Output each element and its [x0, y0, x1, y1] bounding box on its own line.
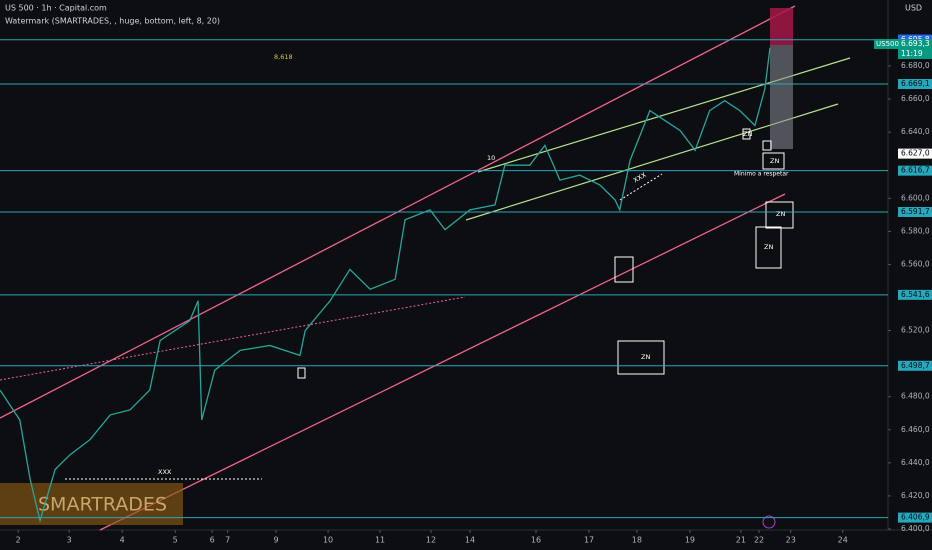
chart-title: US 500 · 1h · Capital.com: [5, 4, 107, 13]
level-tag: [898, 207, 932, 217]
x-tick-label: 16: [531, 536, 541, 545]
level-tag: [898, 165, 932, 176]
y-tick-label: 6.420,0: [901, 491, 930, 500]
dotted-trend: [0, 296, 466, 381]
annotation: Mínimo a respetar: [734, 171, 789, 178]
zn-box: [762, 152, 785, 170]
box: [614, 256, 634, 283]
x-tick-label: 17: [584, 536, 594, 545]
level-label: 6.591,7: [901, 207, 930, 216]
level-label: 6.669,1: [901, 79, 930, 88]
level-tag: [898, 289, 932, 300]
y-tick-label: 6.640,0: [901, 127, 930, 136]
y-tick-label: 6.480,0: [901, 392, 930, 401]
annotation: XXX: [158, 468, 172, 476]
event-icon: [762, 515, 776, 529]
zn-box: [755, 226, 782, 269]
x-tick-label: 4: [120, 536, 125, 545]
price-tag: [898, 38, 932, 49]
annotation: ZN: [641, 353, 650, 361]
box: [762, 140, 772, 151]
symbol-tag: [874, 38, 898, 49]
watermark: SMARTRADES: [38, 494, 167, 516]
x-tick-label: 10: [323, 536, 333, 545]
annotation: 10: [487, 154, 495, 162]
stop-zone: [770, 8, 793, 45]
price-tag: [898, 148, 932, 159]
dotted-xxx: [619, 173, 663, 201]
chart-subtitle: Watermark (SMARTRADES, , huge, bottom, l…: [5, 17, 220, 26]
x-tick-label: 18: [632, 536, 642, 545]
price-tag-label: 6.693,3: [901, 39, 930, 48]
y-tick-label: 6.580,0: [901, 226, 930, 235]
x-tick-label: 11: [375, 536, 385, 545]
currency: USD: [905, 4, 922, 13]
price-tag-label: 6.627,0: [901, 149, 930, 158]
annotation: ZN: [776, 210, 785, 218]
x-tick-label: 23: [786, 536, 796, 545]
y-tick-label: 6.400,0: [901, 524, 930, 533]
price-line: [0, 47, 771, 524]
level-label: 6.406,9: [901, 513, 930, 522]
level-label: 6.616,7: [901, 166, 930, 175]
zn-box: [617, 340, 665, 375]
y-tick-label: 6.520,0: [901, 326, 930, 335]
x-tick-label: 2: [16, 536, 21, 545]
level-label: 6.498,7: [901, 361, 930, 370]
y-tick-label: 6.460,0: [901, 425, 930, 434]
zn-box: [742, 128, 751, 140]
annotation: ZN: [743, 130, 752, 138]
level-label: 6.541,6: [901, 290, 930, 299]
countdown: 11:19: [901, 49, 923, 58]
annotation: ZN: [770, 157, 779, 165]
symbol-label: US500: [876, 40, 899, 48]
x-tick-label: 3: [67, 536, 72, 545]
level-tag: [898, 360, 932, 371]
x-tick-label: 14: [465, 536, 475, 545]
x-tick-label: 12: [426, 536, 436, 545]
target-zone: [770, 45, 793, 149]
box: [297, 367, 306, 379]
level-tag: [898, 512, 932, 523]
countdown-bg: [898, 48, 932, 59]
annotation: ZN: [764, 243, 773, 251]
x-tick-label: 24: [838, 536, 848, 545]
x-tick-label: 5: [173, 536, 178, 545]
zn-box: [765, 201, 794, 229]
x-tick-label: 19: [685, 536, 695, 545]
y-tick-label: 6.680,0: [901, 61, 930, 70]
y-tick-label: 6.440,0: [901, 458, 930, 467]
x-tick-label: 22: [754, 536, 764, 545]
x-tick-label: 9: [274, 536, 279, 545]
y-tick-label: 6.660,0: [901, 94, 930, 103]
x-tick-label: 7: [225, 536, 230, 545]
level-tag: [898, 79, 932, 90]
x-tick-label: 6: [210, 536, 215, 545]
x-tick-label: 21: [736, 536, 746, 545]
channel-bottom: [99, 193, 786, 531]
y-tick-label: 6.600,0: [901, 193, 930, 202]
annotation: 8,618: [274, 53, 293, 61]
y-tick-label: 6.560,0: [901, 259, 930, 268]
